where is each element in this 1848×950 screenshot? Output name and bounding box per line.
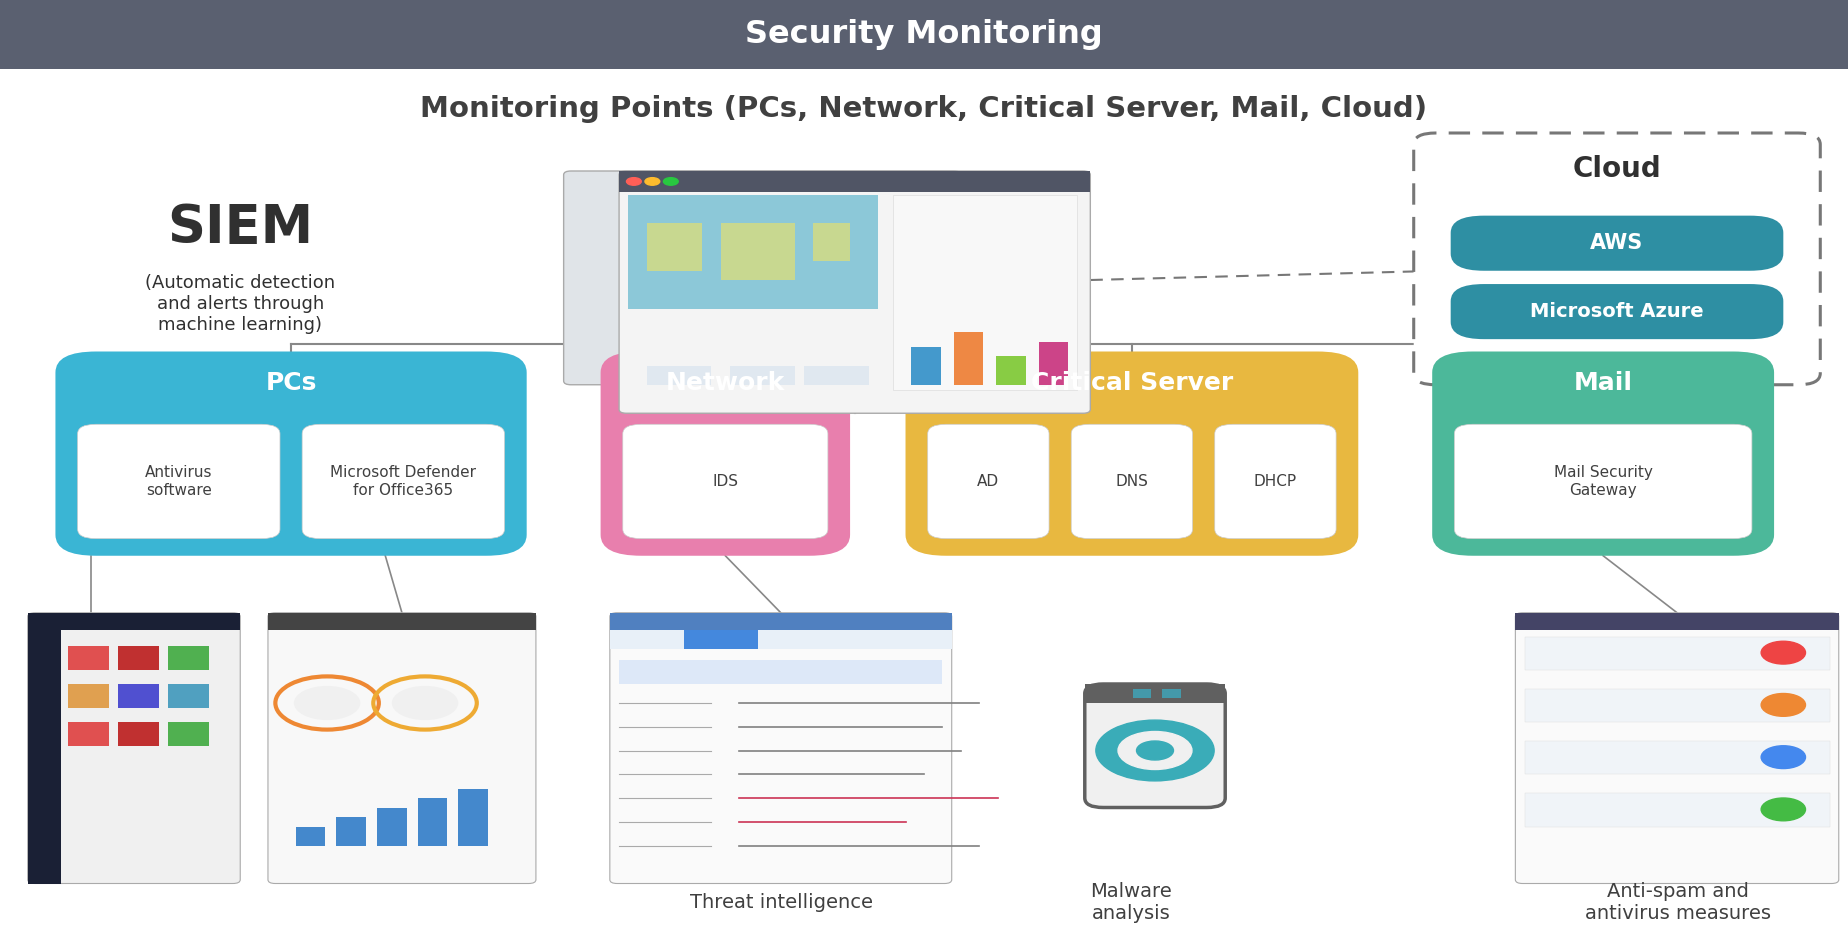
Text: Network: Network [665, 370, 785, 395]
Circle shape [645, 178, 660, 185]
FancyBboxPatch shape [601, 352, 850, 556]
Bar [68, 722, 109, 746]
Text: SIEM: SIEM [166, 202, 314, 254]
Bar [619, 660, 942, 684]
FancyBboxPatch shape [28, 613, 240, 884]
Text: IDS: IDS [711, 474, 739, 489]
Bar [619, 171, 1090, 192]
Bar [1039, 342, 1068, 385]
Text: DNS: DNS [1116, 474, 1148, 489]
Text: DHCP: DHCP [1253, 474, 1297, 489]
Text: Antivirus
software: Antivirus software [144, 466, 213, 498]
Circle shape [1137, 741, 1173, 760]
FancyBboxPatch shape [1515, 613, 1839, 884]
Text: AD: AD [978, 474, 1000, 489]
FancyBboxPatch shape [1451, 216, 1783, 271]
Text: Malware
analysis: Malware analysis [1090, 882, 1172, 923]
Bar [168, 722, 209, 746]
Bar [168, 646, 209, 670]
Bar [1515, 613, 1839, 630]
Circle shape [626, 178, 641, 185]
Bar [647, 366, 711, 385]
Circle shape [663, 178, 678, 185]
Bar [1525, 689, 1830, 722]
Bar [721, 223, 795, 280]
Bar [118, 722, 159, 746]
Text: Cloud: Cloud [1573, 155, 1661, 183]
FancyBboxPatch shape [1085, 684, 1225, 808]
Bar [118, 684, 159, 708]
FancyBboxPatch shape [1432, 352, 1774, 556]
Bar [458, 788, 488, 846]
Circle shape [1761, 798, 1805, 821]
Text: AWS: AWS [1591, 233, 1643, 254]
Bar [68, 684, 109, 708]
Bar [168, 684, 209, 708]
Bar [610, 613, 952, 630]
Text: (Automatic detection
and alerts through
machine learning): (Automatic detection and alerts through … [146, 275, 334, 333]
Text: Anti-spam and
antivirus measures: Anti-spam and antivirus measures [1586, 882, 1770, 923]
Text: Microsoft Azure: Microsoft Azure [1530, 302, 1704, 321]
FancyBboxPatch shape [78, 425, 281, 539]
FancyBboxPatch shape [623, 425, 828, 539]
FancyBboxPatch shape [906, 352, 1358, 556]
Bar [893, 195, 1077, 390]
Bar [628, 195, 878, 309]
Bar [28, 613, 240, 630]
FancyBboxPatch shape [1414, 133, 1820, 385]
Text: Critical Server: Critical Server [1031, 370, 1233, 395]
Text: Monitoring Points (PCs, Network, Critical Server, Mail, Cloud): Monitoring Points (PCs, Network, Critica… [421, 95, 1427, 124]
Bar [996, 356, 1026, 385]
Bar [1525, 636, 1830, 670]
Bar [336, 817, 366, 846]
Bar [954, 332, 983, 385]
Bar [1162, 689, 1181, 698]
Circle shape [1096, 720, 1214, 781]
Bar [684, 630, 758, 649]
Bar [296, 826, 325, 846]
Bar [647, 223, 702, 271]
Text: PCs: PCs [266, 370, 316, 395]
FancyBboxPatch shape [564, 171, 961, 385]
Bar [1525, 741, 1830, 774]
Bar [268, 613, 536, 630]
Circle shape [392, 686, 458, 720]
FancyBboxPatch shape [301, 425, 505, 539]
FancyBboxPatch shape [928, 425, 1050, 539]
Circle shape [1761, 746, 1805, 769]
Circle shape [1761, 641, 1805, 664]
Bar [610, 630, 952, 649]
Bar [68, 646, 109, 670]
Text: Mail: Mail [1574, 370, 1632, 395]
Bar [377, 808, 407, 846]
Bar [804, 366, 869, 385]
Bar [28, 630, 61, 884]
FancyBboxPatch shape [1451, 284, 1783, 339]
FancyBboxPatch shape [268, 613, 536, 884]
Circle shape [1118, 732, 1192, 770]
FancyBboxPatch shape [1454, 425, 1752, 539]
Bar [118, 646, 159, 670]
FancyBboxPatch shape [619, 171, 1090, 413]
Text: Microsoft Defender
for Office365: Microsoft Defender for Office365 [331, 466, 477, 498]
Circle shape [1761, 694, 1805, 716]
Bar [418, 798, 447, 846]
Bar [1525, 793, 1830, 826]
FancyBboxPatch shape [1214, 425, 1336, 539]
Circle shape [294, 686, 360, 720]
Bar [911, 347, 941, 385]
FancyBboxPatch shape [610, 613, 952, 884]
Text: Threat intelligence: Threat intelligence [689, 893, 874, 912]
Text: Mail Security
Gateway: Mail Security Gateway [1554, 466, 1652, 498]
Text: Security Monitoring: Security Monitoring [745, 19, 1103, 50]
Bar [1133, 689, 1151, 698]
FancyBboxPatch shape [55, 352, 527, 556]
Bar [0, 0, 1848, 69]
Bar [813, 223, 850, 261]
FancyBboxPatch shape [1072, 425, 1192, 539]
Bar [1085, 684, 1225, 703]
Bar [730, 366, 795, 385]
